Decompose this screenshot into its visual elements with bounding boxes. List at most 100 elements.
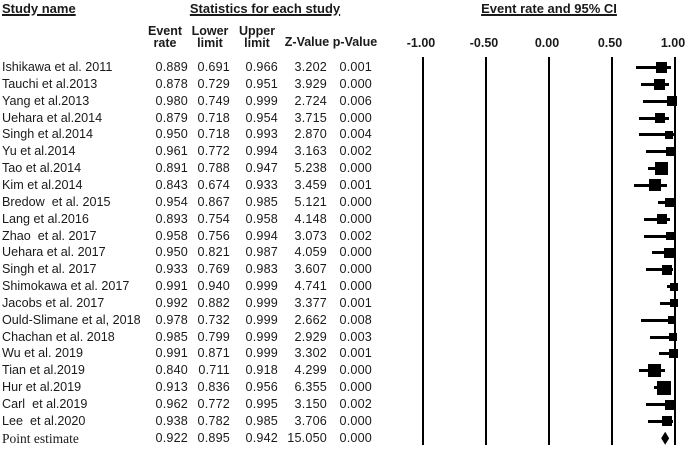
event-rate-marker bbox=[663, 247, 674, 258]
event-rate-marker bbox=[669, 299, 678, 308]
ci-line bbox=[643, 99, 675, 103]
z-value: 2.724 bbox=[294, 93, 327, 108]
upper-limit-value: 0.958 bbox=[245, 211, 278, 226]
event-rate-marker bbox=[665, 232, 674, 240]
lower-limit-value: 0.836 bbox=[197, 380, 230, 395]
study-name: Shimokawa et al. 2017 bbox=[2, 279, 130, 294]
column-header-lower-limit: Lower limit bbox=[192, 25, 229, 50]
event-rate-marker bbox=[662, 416, 673, 427]
z-value: 3.929 bbox=[294, 76, 327, 91]
z-value: 4.059 bbox=[294, 245, 327, 260]
event-rate-marker bbox=[661, 264, 672, 275]
upper-limit-value: 0.999 bbox=[245, 329, 278, 344]
ci-line bbox=[646, 403, 675, 406]
z-value: 15.050 bbox=[287, 430, 327, 445]
event-rate-marker bbox=[664, 130, 673, 139]
z-value: 5.121 bbox=[294, 194, 327, 209]
plot-header: Event rate and 95% CI bbox=[481, 1, 617, 16]
event-rate-marker bbox=[669, 282, 678, 291]
event-rate-marker bbox=[648, 364, 662, 378]
p-value: 0.000 bbox=[339, 110, 372, 125]
ci-line bbox=[639, 133, 675, 137]
event-rate-value: 0.933 bbox=[155, 262, 188, 277]
p-value: 0.000 bbox=[339, 413, 372, 428]
z-value: 3.377 bbox=[294, 295, 327, 310]
z-value: 3.150 bbox=[294, 397, 327, 411]
event-rate-value: 0.950 bbox=[155, 127, 188, 142]
column-header-line: limit bbox=[197, 35, 223, 50]
p-value: 0.008 bbox=[339, 312, 372, 327]
axis-tick-label: 1.00 bbox=[660, 36, 685, 50]
lower-limit-value: 0.799 bbox=[197, 329, 230, 344]
p-value: 0.000 bbox=[339, 430, 372, 445]
event-rate-value: 0.958 bbox=[155, 228, 188, 243]
lower-limit-value: 0.867 bbox=[197, 194, 230, 209]
event-rate-marker bbox=[657, 380, 672, 395]
lower-limit-value: 0.882 bbox=[197, 295, 230, 310]
z-value: 3.163 bbox=[294, 144, 327, 159]
lower-limit-value: 0.711 bbox=[198, 363, 230, 378]
study-name: Singh et al. 2017 bbox=[2, 262, 97, 277]
z-value: 3.202 bbox=[294, 60, 327, 74]
lower-limit-value: 0.782 bbox=[197, 413, 230, 428]
upper-limit-value: 0.987 bbox=[245, 245, 278, 260]
lower-limit-value: 0.772 bbox=[197, 397, 230, 411]
column-header-p-value: p-Value bbox=[332, 35, 378, 49]
summary-diamond-marker bbox=[661, 431, 670, 445]
z-value: 3.607 bbox=[294, 262, 327, 277]
upper-limit-value: 0.999 bbox=[245, 295, 278, 310]
event-rate-marker bbox=[654, 113, 665, 124]
event-rate-value: 0.991 bbox=[155, 279, 188, 294]
event-rate-value: 0.991 bbox=[155, 346, 188, 361]
axis-gridline bbox=[485, 57, 487, 445]
p-value: 0.006 bbox=[339, 93, 372, 108]
column-header-event-rate: Event rate bbox=[148, 25, 182, 49]
axis-tick-label: 0.50 bbox=[597, 36, 623, 50]
event-rate-value: 0.954 bbox=[155, 194, 188, 209]
study-name: Wu et al. 2019 bbox=[2, 346, 83, 361]
upper-limit-value: 0.954 bbox=[245, 110, 278, 125]
study-name-header: Study name bbox=[2, 1, 76, 16]
event-rate-marker bbox=[665, 399, 676, 410]
ci-line bbox=[649, 335, 675, 339]
event-rate-value: 0.938 bbox=[155, 413, 188, 428]
upper-limit-value: 0.918 bbox=[245, 363, 278, 378]
study-name: Jacobs et al. 2017 bbox=[2, 295, 105, 310]
upper-limit-value: 0.947 bbox=[245, 161, 278, 176]
p-value: 0.001 bbox=[339, 295, 372, 310]
lower-limit-value: 0.821 bbox=[197, 245, 230, 260]
column-header-upper-limit: Upper limit bbox=[238, 24, 276, 49]
z-value: 2.662 bbox=[294, 312, 327, 327]
event-rate-value: 0.922 bbox=[155, 430, 188, 445]
upper-limit-value: 0.983 bbox=[245, 262, 278, 277]
event-rate-marker bbox=[654, 162, 668, 176]
z-value: 3.073 bbox=[294, 228, 327, 243]
upper-limit-value: 0.966 bbox=[245, 60, 278, 74]
z-value: 3.459 bbox=[294, 177, 327, 192]
lower-limit-value: 0.718 bbox=[197, 110, 230, 125]
axis-tick-label: -0.50 bbox=[469, 36, 499, 50]
z-value: 3.302 bbox=[294, 346, 327, 361]
upper-limit-value: 0.942 bbox=[245, 430, 278, 445]
upper-limit-value: 0.999 bbox=[245, 312, 278, 327]
p-value: 0.000 bbox=[339, 245, 372, 260]
axis-gridline bbox=[422, 57, 424, 445]
event-rate-value: 0.950 bbox=[155, 245, 188, 260]
axis-gridline bbox=[611, 57, 613, 445]
axis-gridline bbox=[548, 57, 550, 445]
p-value: 0.000 bbox=[339, 161, 372, 176]
ci-line bbox=[658, 352, 675, 356]
ci-line bbox=[639, 116, 670, 120]
column-header-line: Upper bbox=[238, 24, 276, 38]
upper-limit-value: 0.999 bbox=[245, 279, 278, 294]
event-rate-value: 0.878 bbox=[155, 76, 188, 91]
z-value: 6.355 bbox=[294, 380, 327, 395]
p-value: 0.000 bbox=[339, 194, 372, 209]
study-name: Lang et al.2016 bbox=[2, 211, 89, 226]
event-rate-marker bbox=[669, 333, 678, 342]
study-name: Carl et al.2019 bbox=[2, 397, 88, 411]
lower-limit-value: 0.769 bbox=[197, 262, 230, 277]
p-value: 0.000 bbox=[339, 262, 372, 277]
upper-limit-value: 0.995 bbox=[245, 397, 278, 411]
lower-limit-value: 0.674 bbox=[197, 177, 230, 192]
